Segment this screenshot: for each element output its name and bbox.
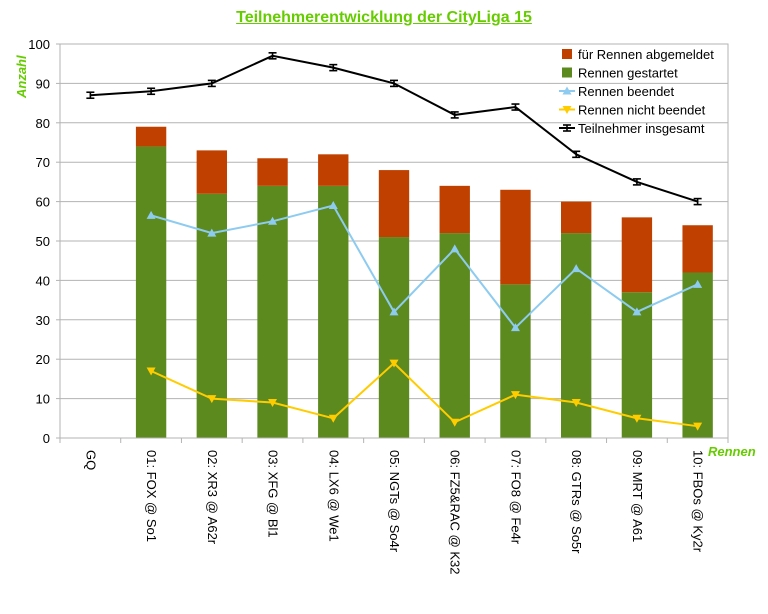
y-tick-label: 70 xyxy=(36,155,50,170)
data-point xyxy=(510,391,520,400)
bar-segment xyxy=(621,217,653,293)
data-point xyxy=(207,228,217,237)
data-point xyxy=(562,86,572,95)
data-point xyxy=(450,244,460,253)
y-tick-label: 80 xyxy=(36,116,50,131)
y-tick-label: 100 xyxy=(28,37,50,52)
x-tick-label: 07: FO8 @ Fe4r xyxy=(508,450,523,545)
legend-label: Rennen gestartet xyxy=(578,66,678,81)
x-tick-label: 01: FOX @ So1 xyxy=(144,450,159,542)
plot-frame xyxy=(59,43,729,439)
data-point xyxy=(632,414,642,423)
x-tick-label: 02: XR3 @ A62r xyxy=(205,450,220,545)
data-point xyxy=(693,279,703,288)
axes: 0 10 20 30 40 50 60 70 80 90 100 GQ 01: FOX @ So1 02:… xyxy=(28,37,729,574)
bar-segment xyxy=(196,150,227,194)
legend-swatch xyxy=(562,49,572,59)
data-point xyxy=(207,395,217,404)
data-point xyxy=(632,307,642,316)
data-point xyxy=(562,106,572,114)
x-tick-label: 09: MRT @ A61 xyxy=(630,450,645,542)
data-point xyxy=(268,52,277,60)
data-point xyxy=(268,399,278,408)
bar-segment xyxy=(135,126,167,147)
bar-segment xyxy=(257,158,288,186)
data-point xyxy=(389,359,399,368)
data-point xyxy=(563,124,571,132)
x-tick-label: 10: FBOs @ Ky2r xyxy=(691,450,706,553)
x-tick-label: 03: XFG @ Bl1 xyxy=(266,450,281,538)
bars xyxy=(135,126,713,438)
bar-segment xyxy=(378,170,410,238)
data-point xyxy=(389,307,399,316)
x-tick-label: 05: NGTs @ So4r xyxy=(387,450,402,553)
x-tick-label: GQ xyxy=(83,450,98,470)
bar-segment xyxy=(500,284,531,438)
series-line xyxy=(150,204,699,330)
legend-label: Teilnehmer insgesamt xyxy=(578,121,705,136)
bar-segment xyxy=(318,154,349,186)
data-point xyxy=(510,323,520,332)
x-tick-label: 06: FZ5&RAC @ K32 xyxy=(448,450,463,574)
bar-segment xyxy=(439,185,470,234)
bar-segment xyxy=(439,233,470,438)
data-point xyxy=(328,414,338,423)
data-point xyxy=(390,79,398,88)
bar-segment xyxy=(561,233,592,438)
y-tick-label: 40 xyxy=(36,273,50,288)
legend-label: Rennen beendet xyxy=(578,84,675,99)
legend-label: Rennen nicht beendet xyxy=(578,103,706,118)
legend: für Rennen abgemeldet Rennen gestartet Ren… xyxy=(559,47,714,136)
data-point xyxy=(147,87,156,96)
bar-segment xyxy=(257,185,288,438)
data-point xyxy=(268,216,278,225)
y-tick-label: 60 xyxy=(36,195,50,210)
bar-segment xyxy=(682,272,713,438)
data-point xyxy=(693,197,702,206)
data-point xyxy=(693,422,703,431)
data-point xyxy=(632,178,641,186)
series-line xyxy=(150,361,698,428)
data-point xyxy=(146,210,156,219)
series-lines xyxy=(86,52,703,431)
data-point xyxy=(511,103,520,111)
legend-label: für Rennen abgemeldet xyxy=(578,47,714,62)
data-point xyxy=(571,264,581,273)
y-axis-title: Anzahl xyxy=(14,55,29,99)
x-axis-title: Rennen xyxy=(708,444,756,459)
x-tick-label: 08: GTRs @ So5r xyxy=(569,450,584,554)
legend-swatch xyxy=(562,67,572,78)
y-tick-label: 30 xyxy=(36,313,50,328)
bar-segment xyxy=(378,237,410,438)
data-point xyxy=(450,418,460,427)
y-tick-label: 0 xyxy=(43,431,50,446)
y-tick-label: 20 xyxy=(36,352,50,367)
data-point xyxy=(571,399,581,408)
y-tick-label: 10 xyxy=(36,392,50,407)
y-tick-label: 90 xyxy=(36,76,50,91)
x-tick-label: 04: LX6 @ We1 xyxy=(326,450,341,542)
data-point xyxy=(329,63,338,72)
bar-segment xyxy=(500,189,531,285)
bar-segment xyxy=(682,225,713,273)
data-point xyxy=(328,201,338,210)
data-point xyxy=(86,91,95,100)
bar-segment xyxy=(621,292,653,438)
data-point xyxy=(146,367,156,376)
data-point xyxy=(207,79,216,88)
bar-segment xyxy=(561,201,592,234)
bar-segment xyxy=(135,146,167,438)
chart-title: Teilnehmerentwicklung der CityLiga 15 xyxy=(236,9,532,26)
bar-segment xyxy=(318,185,349,438)
y-tick-label: 50 xyxy=(36,234,50,249)
data-point xyxy=(572,150,581,159)
data-point xyxy=(450,111,459,119)
